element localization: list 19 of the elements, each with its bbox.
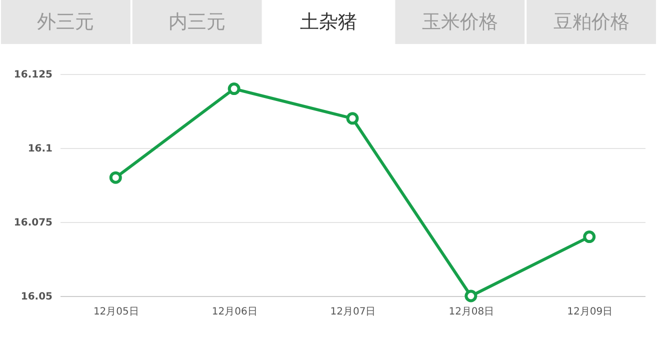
y-tick-label: 16.05	[20, 292, 53, 302]
text: 豆粕价格	[553, 11, 630, 33]
point	[346, 112, 359, 125]
text: 玉米价格	[422, 11, 498, 33]
point	[464, 290, 478, 302]
text: 内三元	[168, 11, 226, 33]
point	[583, 230, 596, 244]
text: 外三元	[37, 11, 94, 33]
point	[228, 82, 240, 96]
x-tick-label: 12月09日	[567, 306, 613, 318]
x-tick-label: 12月07日	[330, 306, 376, 318]
point	[109, 171, 122, 184]
x-tick-label: 12月08日	[448, 306, 494, 318]
chart-title: 土杂猪	[300, 11, 357, 33]
y-tick-label: 16.075	[14, 218, 53, 228]
y-tick-label: 16.125	[14, 70, 53, 80]
y-tick-label: 16.1	[28, 144, 53, 154]
x-tick-label: 12月06日	[212, 306, 258, 318]
x-tick-label: 12月05日	[93, 306, 139, 318]
